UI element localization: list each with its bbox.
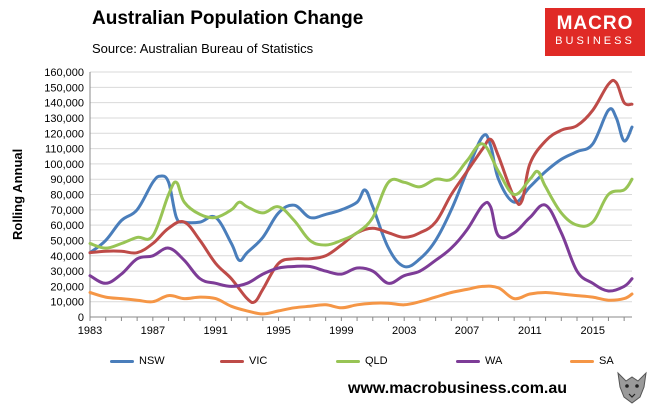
y-tick-label: 160,000 <box>44 67 84 79</box>
legend-item-nsw: NSW <box>110 352 165 370</box>
legend-label: SA <box>599 355 614 367</box>
y-tick-label: 140,000 <box>44 98 84 110</box>
legend-label: NSW <box>139 355 165 367</box>
y-tick-label: 70,000 <box>50 205 84 217</box>
x-tick-label: 2015 <box>580 325 604 337</box>
y-tick-label: 100,000 <box>44 159 84 171</box>
y-tick-label: 50,000 <box>50 235 84 247</box>
legend-swatch <box>570 359 594 363</box>
x-tick-label: 2011 <box>518 325 542 337</box>
legend-item-qld: QLD <box>336 352 388 370</box>
chart-subtitle: Source: Australian Bureau of Statistics <box>92 41 314 56</box>
y-tick-label: 40,000 <box>50 251 84 263</box>
series-line-sa <box>88 284 634 316</box>
legend: NSW VIC QLD WA SA <box>0 352 660 372</box>
series-line-vic <box>88 78 634 305</box>
series-line-qld <box>88 142 634 250</box>
series-lines <box>88 78 634 316</box>
series-line-nsw <box>88 107 634 269</box>
legend-label: VIC <box>249 355 268 367</box>
y-tick-label: 90,000 <box>50 174 84 186</box>
y-tick-label: 80,000 <box>50 190 84 202</box>
x-tick-label: 1987 <box>141 325 165 337</box>
legend-swatch <box>220 359 244 363</box>
y-tick-label: 130,000 <box>44 113 84 125</box>
chart-title: Australian Population Change <box>92 8 364 29</box>
y-tick-label: 0 <box>78 312 84 324</box>
macrobusiness-logo: MACRO BUSINESS <box>545 8 645 56</box>
legend-label: QLD <box>365 355 388 367</box>
legend-item-wa: WA <box>456 352 502 370</box>
legend-swatch <box>456 359 480 363</box>
legend-item-sa: SA <box>570 352 614 370</box>
brand-line-business: BUSINESS <box>555 35 635 47</box>
website-url[interactable]: www.macrobusiness.com.au <box>348 380 568 397</box>
y-tick-label: 10,000 <box>50 297 84 309</box>
x-tick-label: 1999 <box>329 325 353 337</box>
legend-swatch <box>336 359 360 363</box>
x-tick-label: 2007 <box>455 325 479 337</box>
x-tick-label: 2003 <box>392 325 416 337</box>
y-tick-label: 110,000 <box>45 144 84 156</box>
x-tick-label: 1995 <box>266 325 290 337</box>
y-tick-label: 30,000 <box>50 266 84 278</box>
x-tick-label: 1991 <box>203 325 227 337</box>
brand-line-macro: MACRO <box>556 13 634 34</box>
wolf-logo-icon <box>612 367 652 407</box>
legend-item-vic: VIC <box>220 352 267 370</box>
y-tick-label: 20,000 <box>50 281 84 293</box>
tick-labels: 0 10,000 20,000 30,000 40,000 50,000 60,000 70,… <box>44 67 605 337</box>
x-tick-label: 1983 <box>78 325 102 337</box>
y-tick-label: 120,000 <box>44 128 84 140</box>
y-tick-label: 150,000 <box>44 82 84 94</box>
series-line-wa <box>88 200 634 293</box>
legend-label: WA <box>485 355 503 367</box>
y-tick-label: 60,000 <box>50 220 84 232</box>
legend-swatch <box>110 359 134 363</box>
